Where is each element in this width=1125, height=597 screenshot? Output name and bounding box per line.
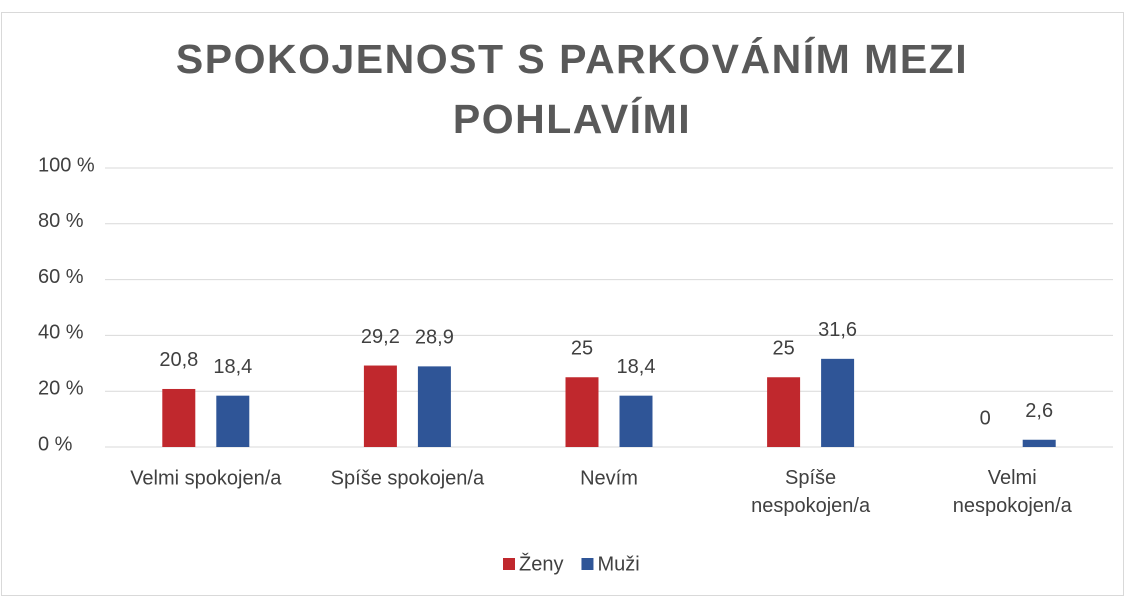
x-tick-label: Spíše nespokojen/a [751, 467, 871, 517]
value-label: 0 [980, 407, 991, 429]
value-label: 31,6 [818, 319, 857, 341]
legend-swatch [581, 558, 594, 570]
x-tick-label: Spíše spokojen/a [331, 467, 485, 489]
y-tick-label: 20 % [38, 377, 84, 399]
x-tick-label: Nevím [580, 467, 638, 489]
value-label: 28,9 [415, 327, 454, 349]
bar [417, 366, 451, 447]
bar [821, 358, 855, 447]
bar [565, 377, 599, 447]
y-tick-label: 100 % [38, 154, 95, 176]
bar [1022, 439, 1056, 447]
value-label: 20,8 [159, 349, 198, 371]
bar [363, 365, 397, 447]
value-label: 29,2 [361, 326, 400, 348]
legend-swatch [503, 558, 515, 570]
bar [619, 395, 653, 447]
x-tick-label: Velmi spokojen/a [130, 467, 282, 489]
value-label: 25 [772, 338, 794, 360]
bar [767, 377, 801, 447]
value-label: 25 [571, 338, 593, 360]
y-tick-label: 80 % [38, 210, 84, 232]
y-tick-label: 60 % [38, 266, 84, 288]
legend-label: Muži [597, 553, 639, 575]
value-label: 2,6 [1025, 400, 1053, 422]
chart-frame [1, 12, 1124, 596]
bar [162, 388, 196, 447]
y-tick-label: 40 % [38, 322, 84, 344]
y-tick-label: 0 % [38, 433, 73, 455]
x-tick-label: Velmi nespokojen/a [953, 467, 1073, 517]
value-label: 18,4 [213, 356, 252, 378]
chart-title: SPOKOJENOST S PARKOVÁNÍM MEZI POHLAVÍMI [176, 36, 968, 142]
legend-label: Ženy [519, 552, 563, 575]
bar [216, 395, 250, 447]
value-label: 18,4 [617, 356, 656, 378]
